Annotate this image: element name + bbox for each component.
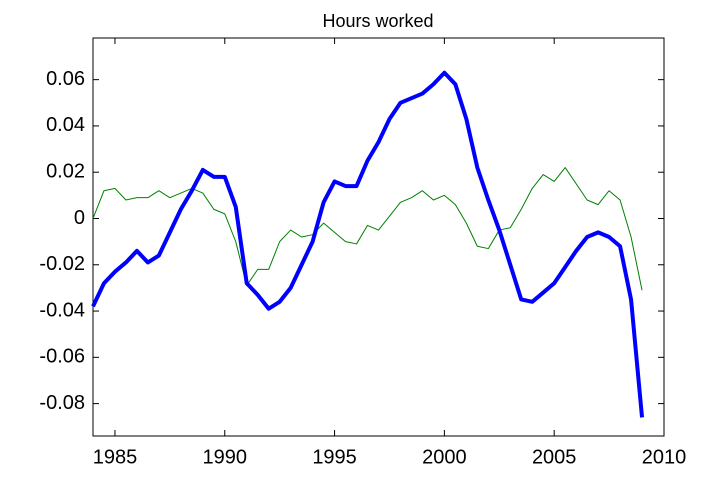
x-tick-label: 1985: [93, 446, 138, 468]
line-series: [91, 70, 645, 418]
x-tick-label: 2005: [532, 446, 577, 468]
y-tick-label: -0.02: [39, 253, 85, 275]
y-tick-label: 0.02: [46, 160, 85, 182]
y-tick-label: 0.04: [46, 114, 85, 136]
x-tick-label: 1995: [312, 446, 357, 468]
x-tick-label: 1990: [203, 446, 248, 468]
y-tick-label: -0.08: [39, 392, 85, 414]
y-tick-label: 0.06: [46, 68, 85, 90]
chart-title: Hours worked: [322, 11, 433, 31]
y-tick-label: -0.04: [39, 299, 85, 321]
y-tick-label: 0: [74, 207, 85, 229]
line-series: [92, 167, 643, 291]
x-tick-label: 2010: [642, 446, 687, 468]
x-tick-label: 2000: [422, 446, 467, 468]
plot-box: [92, 37, 665, 437]
y-tick-label: -0.06: [39, 346, 85, 368]
